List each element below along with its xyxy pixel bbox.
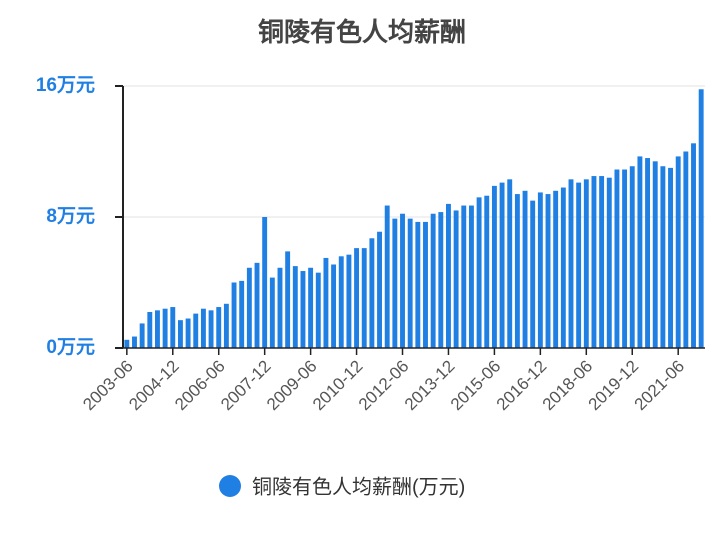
bar	[162, 308, 168, 348]
bar	[645, 158, 651, 348]
bar	[698, 89, 704, 349]
bar	[185, 318, 191, 348]
bar	[568, 179, 574, 348]
bar	[407, 218, 413, 348]
bar	[223, 303, 229, 348]
bar	[177, 320, 183, 348]
bar	[231, 282, 237, 348]
x-tick-label: 2006-06	[171, 357, 229, 415]
x-tick-label: 2018-06	[539, 357, 597, 415]
x-tick-label: 2012-06	[355, 357, 413, 415]
bar	[691, 143, 696, 348]
bar	[614, 169, 620, 348]
bar	[285, 251, 291, 348]
bar	[200, 308, 206, 348]
bar	[308, 267, 314, 348]
bar	[354, 248, 360, 348]
bar	[147, 311, 153, 348]
bar	[346, 254, 352, 348]
x-tick-label: 2016-12	[493, 357, 551, 415]
bar	[591, 176, 597, 348]
y-tick-label: 0万元	[46, 337, 95, 358]
bar	[415, 221, 421, 348]
bar	[384, 205, 390, 348]
x-tick-label: 2003-06	[79, 357, 137, 415]
bar	[637, 156, 643, 348]
bar	[522, 190, 528, 348]
bar	[323, 257, 329, 348]
bar	[660, 166, 666, 348]
chart-title: 铜陵有色人均薪酬	[258, 17, 466, 47]
bar	[193, 313, 199, 348]
legend-label: 铜陵有色人均薪酬(万元)	[252, 475, 465, 498]
bar	[392, 218, 398, 348]
bar	[683, 151, 689, 348]
bar	[377, 231, 382, 348]
bar	[622, 169, 628, 348]
bar	[269, 277, 275, 348]
bar	[331, 264, 337, 348]
bar	[300, 271, 306, 348]
bar	[499, 182, 505, 348]
bar	[170, 307, 176, 348]
bar	[491, 185, 497, 348]
bar	[668, 167, 673, 348]
bar	[675, 156, 681, 348]
bar	[338, 256, 344, 348]
bar	[400, 213, 405, 348]
bar	[461, 205, 467, 348]
x-tick-label: 2013-12	[401, 357, 459, 415]
bar	[361, 248, 367, 348]
bar	[262, 217, 268, 348]
bar	[583, 179, 589, 348]
bar	[553, 190, 559, 348]
bar	[629, 166, 635, 348]
bar	[438, 212, 444, 348]
bar	[239, 280, 245, 348]
bar	[599, 176, 605, 348]
legend-marker	[219, 475, 241, 497]
x-tick-label: 2007-12	[217, 357, 275, 415]
bar	[537, 192, 543, 348]
x-tick-label: 2010-12	[309, 357, 367, 415]
bar	[468, 205, 474, 348]
bar	[514, 194, 520, 348]
x-tick-label: 2015-06	[447, 357, 505, 415]
y-tick-label: 8万元	[46, 206, 95, 227]
bar	[277, 267, 283, 348]
x-tick-label: 2019-12	[585, 357, 643, 415]
bar	[606, 177, 612, 348]
bar	[208, 310, 214, 348]
bar	[545, 194, 551, 348]
bar	[369, 238, 375, 348]
bar	[530, 200, 536, 348]
bar	[484, 195, 490, 348]
bar	[560, 187, 566, 348]
bar	[476, 197, 482, 348]
x-tick-label: 2004-12	[125, 357, 183, 415]
bar	[453, 210, 459, 348]
bar	[507, 179, 513, 348]
bar	[576, 182, 582, 348]
x-tick-label: 2021-06	[631, 357, 689, 415]
bar	[139, 323, 145, 348]
x-tick-label: 2009-06	[263, 357, 321, 415]
bar	[246, 267, 252, 348]
bar	[132, 336, 137, 348]
bar	[124, 339, 130, 348]
bar	[430, 213, 436, 348]
bar	[423, 221, 428, 348]
bar	[315, 272, 321, 348]
bar	[446, 203, 451, 348]
bar	[652, 161, 658, 348]
bar	[216, 307, 222, 348]
bar	[292, 266, 298, 348]
bar	[254, 262, 260, 348]
bar	[155, 310, 160, 348]
y-tick-label: 16万元	[36, 75, 95, 96]
